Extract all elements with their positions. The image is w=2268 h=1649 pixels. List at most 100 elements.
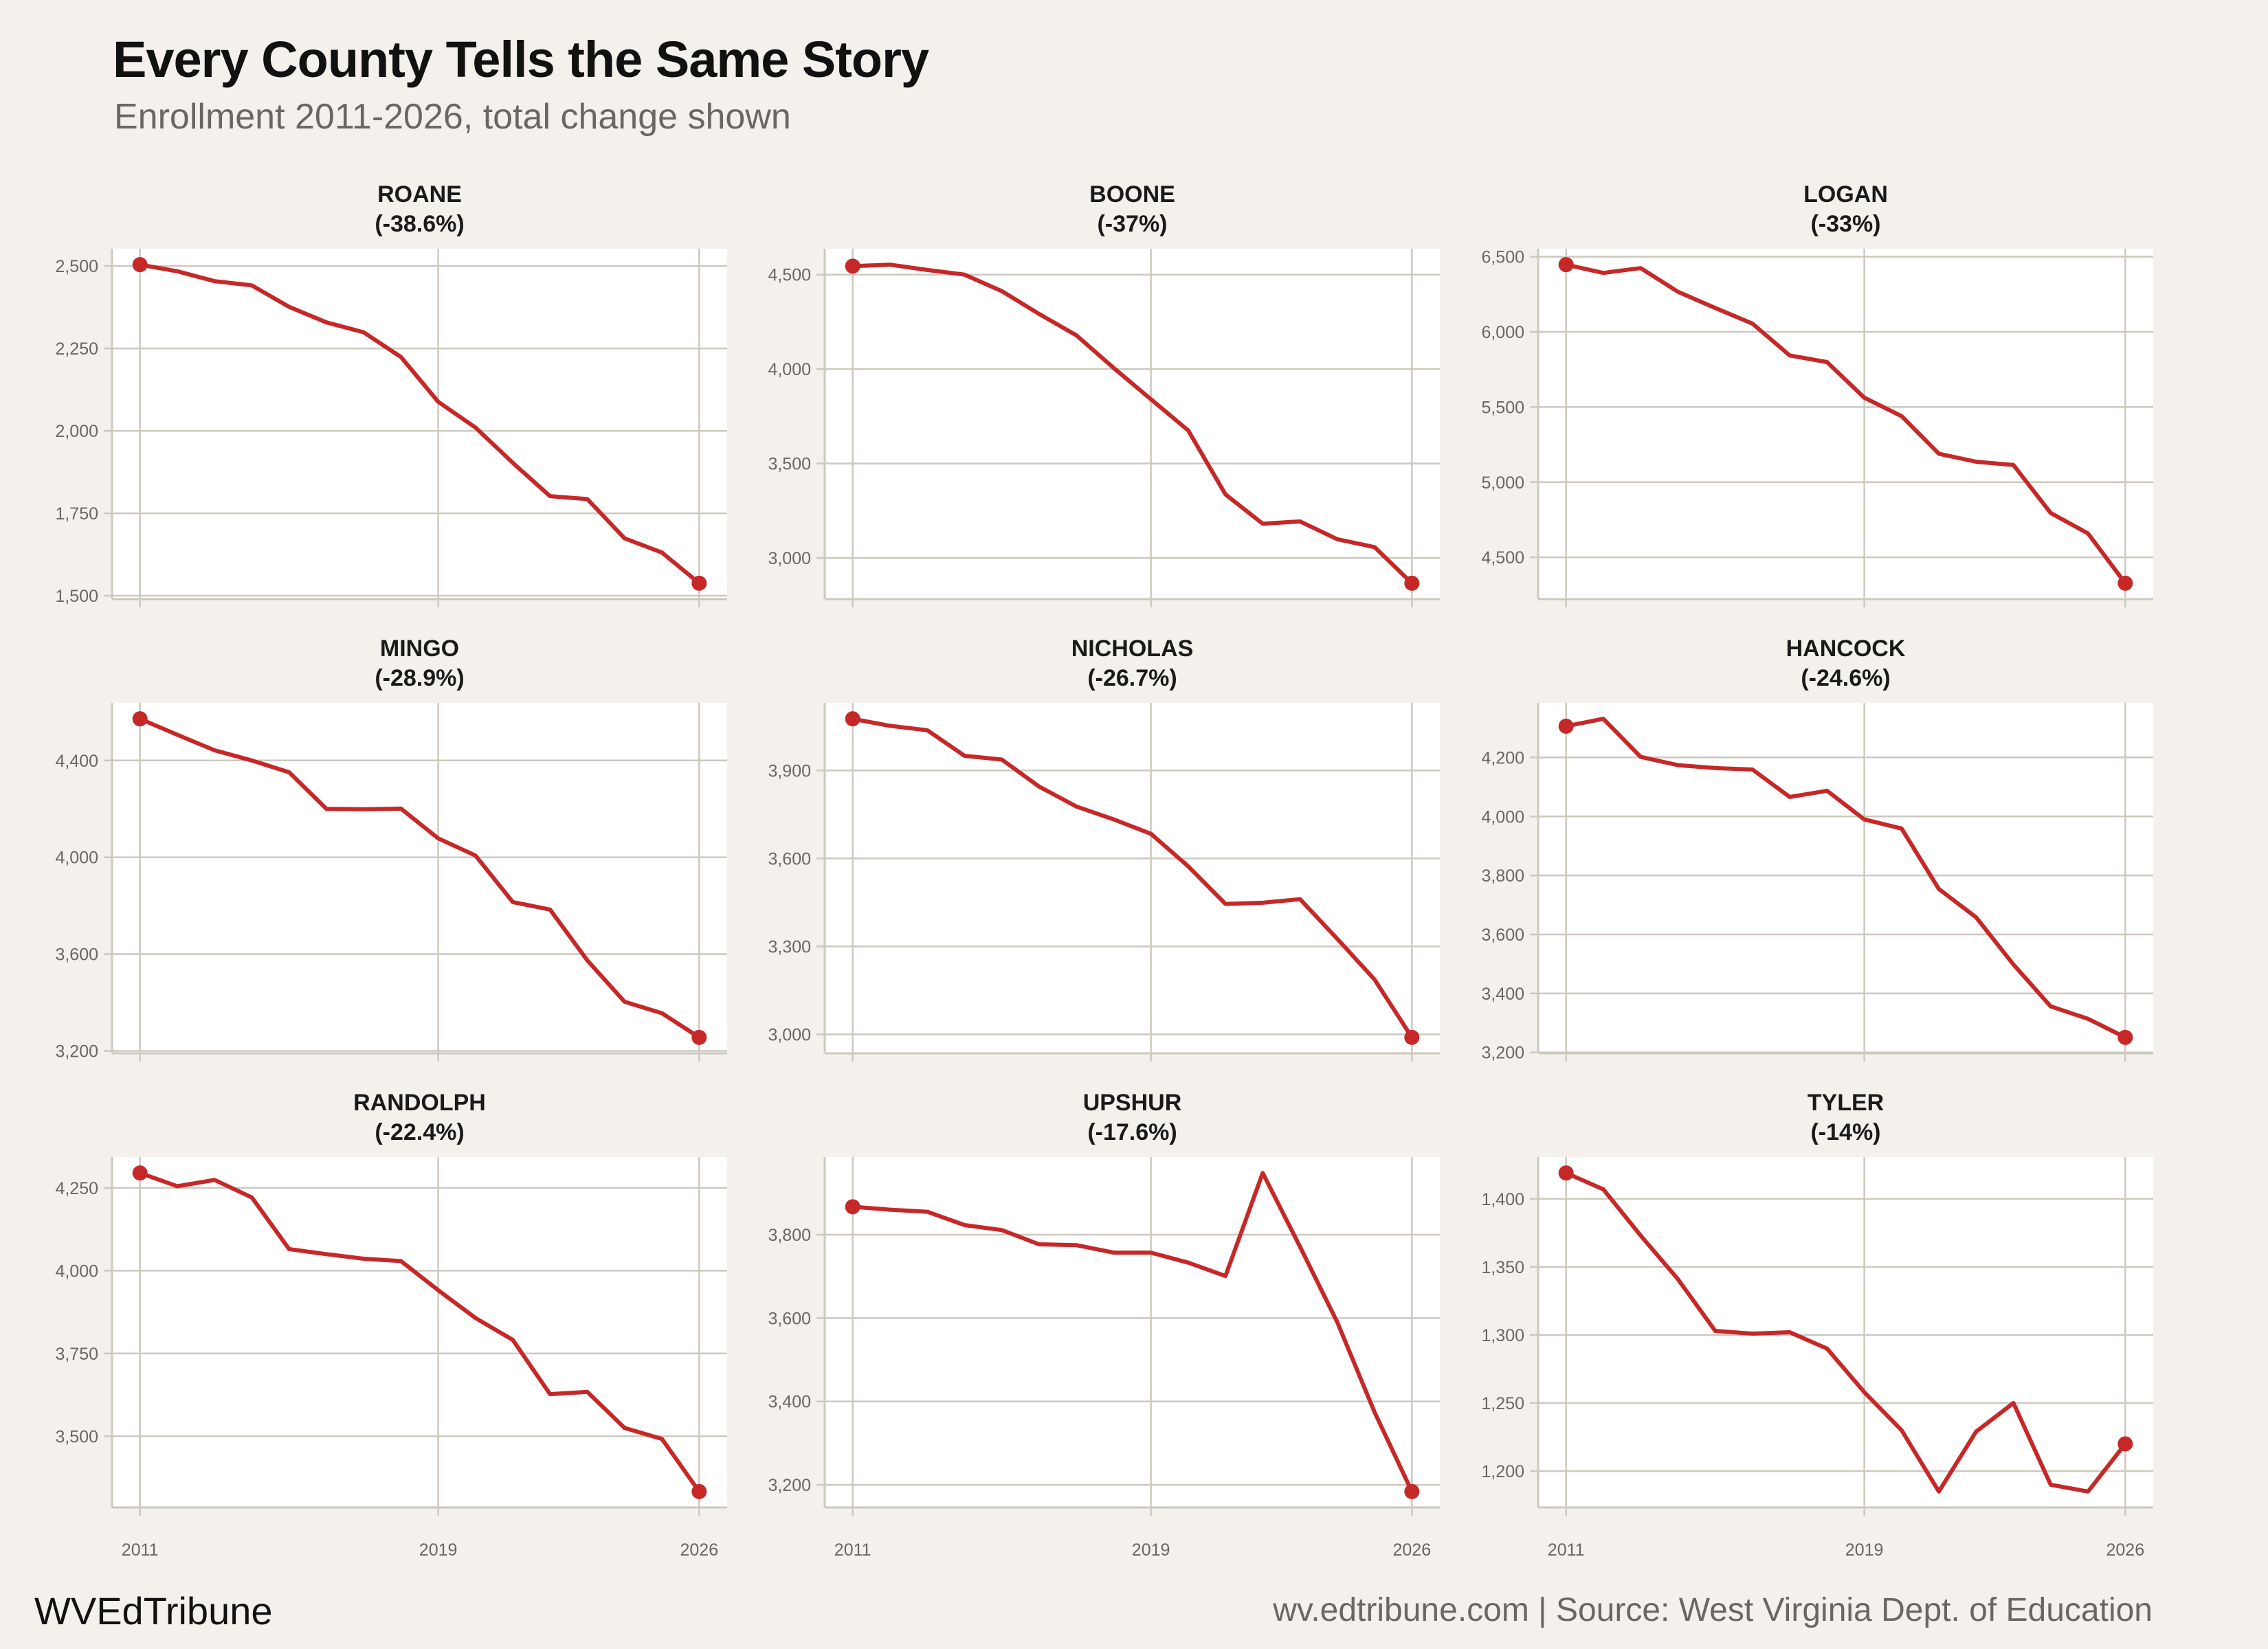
panel-background xyxy=(825,703,1440,1053)
panel-title: LOGAN xyxy=(1803,181,1888,207)
panel-title: UPSHUR xyxy=(1083,1090,1182,1116)
panel-title: ROANE xyxy=(377,181,462,207)
series-line xyxy=(140,262,701,585)
panel-background xyxy=(1538,249,2153,599)
panel-nicholas: NICHOLAS (-26.7%) 3,000 3,300 3,600 3,900 xyxy=(768,636,1440,1062)
y-tick-label: 5,500 xyxy=(1481,398,1524,417)
end-point-marker xyxy=(691,1029,707,1045)
panel-background xyxy=(112,1157,727,1507)
panel-background xyxy=(1538,1157,2153,1507)
y-tick-label: 4,500 xyxy=(1481,548,1524,568)
y-tick-label: 3,000 xyxy=(768,549,811,568)
y-tick-label: 3,300 xyxy=(768,937,811,956)
chart-subtitle: Enrollment 2011-2026, total change shown xyxy=(114,97,791,137)
y-tick-label: 3,200 xyxy=(1481,1044,1524,1063)
panel-background xyxy=(112,703,727,1053)
panel-change-label: (-14%) xyxy=(1810,1119,1880,1145)
panel-change-label: (-17.6%) xyxy=(1087,1119,1177,1145)
y-tick-label: 6,000 xyxy=(1481,323,1524,342)
y-tick-label: 3,600 xyxy=(768,849,811,868)
end-point-marker xyxy=(1404,575,1420,591)
panel-change-label: (-24.6%) xyxy=(1801,665,1890,691)
start-point-marker xyxy=(845,711,860,727)
y-tick-label: 3,400 xyxy=(1481,985,1524,1004)
y-tick-label: 1,750 xyxy=(55,504,98,524)
y-tick-label: 3,800 xyxy=(768,1226,811,1245)
y-tick-label: 3,400 xyxy=(768,1393,811,1412)
y-tick-label: 4,250 xyxy=(55,1179,98,1198)
y-tick-label: 3,000 xyxy=(768,1026,811,1045)
panel-change-label: (-22.4%) xyxy=(375,1119,464,1145)
panel-tyler: TYLER (-14%) 1,200 1,250 1,300 1,350 1,400 2011… xyxy=(1481,1090,2153,1560)
panel-title: MINGO xyxy=(380,636,459,662)
y-tick-label: 6,500 xyxy=(1481,248,1524,267)
y-tick-label: 3,500 xyxy=(768,455,811,474)
y-tick-label: 1,400 xyxy=(1481,1190,1524,1209)
panel-background xyxy=(825,249,1440,599)
y-tick-label: 1,200 xyxy=(1481,1462,1524,1481)
y-tick-label: 4,400 xyxy=(55,752,98,771)
series-line xyxy=(1565,1171,2127,1494)
x-tick-label: 2019 xyxy=(419,1540,458,1560)
y-tick-label: 2,500 xyxy=(55,257,98,276)
panel-roane: ROANE (-38.6%) 1,500 1,750 2,000 2,250 2,500 xyxy=(55,181,727,607)
x-tick-label: 2011 xyxy=(122,1540,159,1560)
y-tick-label: 1,350 xyxy=(1481,1258,1524,1277)
y-tick-label: 5,000 xyxy=(1481,473,1524,493)
start-point-marker xyxy=(132,711,148,727)
series-line xyxy=(139,717,700,1040)
y-tick-label: 2,250 xyxy=(55,339,98,359)
x-tick-label: 2026 xyxy=(680,1540,719,1560)
y-tick-label: 3,900 xyxy=(768,761,811,781)
y-tick-label: 4,000 xyxy=(768,360,811,379)
panel-change-label: (-28.9%) xyxy=(375,665,464,691)
panel-change-label: (-26.7%) xyxy=(1087,665,1177,691)
start-point-marker xyxy=(1558,1165,1574,1181)
series-line xyxy=(852,262,1414,585)
source-note: wv.edtribune.com | Source: West Virginia… xyxy=(1273,1592,2153,1628)
panel-change-label: (-37%) xyxy=(1097,211,1167,237)
panel-logan: LOGAN (-33%) 4,500 5,000 5,500 6,000 6,500 xyxy=(1481,181,2153,607)
start-point-marker xyxy=(1558,718,1574,734)
y-tick-label: 3,600 xyxy=(768,1309,811,1328)
y-tick-label: 3,600 xyxy=(1481,926,1524,945)
y-tick-label: 4,000 xyxy=(1481,807,1524,827)
panel-hancock: HANCOCK (-24.6%) 3,200 3,400 3,600 3,800 4,000… xyxy=(1481,636,2153,1063)
y-tick-label: 3,200 xyxy=(768,1476,811,1495)
y-tick-label: 2,000 xyxy=(55,422,98,441)
start-point-marker xyxy=(1558,257,1574,273)
y-tick-label: 3,500 xyxy=(55,1427,98,1446)
panel-title: BOONE xyxy=(1089,181,1175,207)
end-point-marker xyxy=(2117,1436,2133,1452)
start-point-marker xyxy=(845,1199,860,1215)
end-point-marker xyxy=(1404,1483,1420,1499)
x-tick-label: 2026 xyxy=(1393,1540,1432,1560)
y-tick-label: 3,800 xyxy=(1481,866,1524,886)
panel-randolph: RANDOLPH (-22.4%) 3,500 3,750 4,000 4,250 2011… xyxy=(55,1090,727,1560)
y-tick-label: 3,200 xyxy=(55,1042,98,1062)
end-point-marker xyxy=(2117,1029,2133,1045)
x-tick-label: 2011 xyxy=(834,1540,871,1560)
panel-upshur: UPSHUR (-17.6%) 3,200 3,400 3,600 3,800 2011 20… xyxy=(768,1090,1440,1560)
y-tick-label: 4,000 xyxy=(55,1261,98,1281)
series-line xyxy=(139,1171,701,1493)
brand-label: WVEdTribune xyxy=(34,1589,273,1633)
panel-title: NICHOLAS xyxy=(1071,636,1194,662)
y-tick-label: 4,200 xyxy=(1481,748,1524,767)
x-tick-label: 2019 xyxy=(1132,1540,1170,1560)
y-tick-label: 3,600 xyxy=(55,945,98,965)
panel-title: RANDOLPH xyxy=(353,1090,486,1116)
y-tick-label: 1,300 xyxy=(1481,1326,1524,1345)
panel-title: TYLER xyxy=(1808,1090,1884,1116)
y-tick-label: 3,750 xyxy=(55,1345,98,1364)
chart-title: Every County Tells the Same Story xyxy=(113,31,929,88)
panel-change-label: (-38.6%) xyxy=(375,211,464,237)
panel-background xyxy=(1538,703,2153,1053)
start-point-marker xyxy=(132,257,148,273)
series-line xyxy=(852,1171,1414,1493)
end-point-marker xyxy=(691,1483,707,1499)
x-tick-label: 2011 xyxy=(1548,1540,1585,1560)
panel-mingo: MINGO (-28.9%) 3,200 3,600 4,000 4,400 xyxy=(55,636,727,1062)
end-point-marker xyxy=(691,575,707,591)
